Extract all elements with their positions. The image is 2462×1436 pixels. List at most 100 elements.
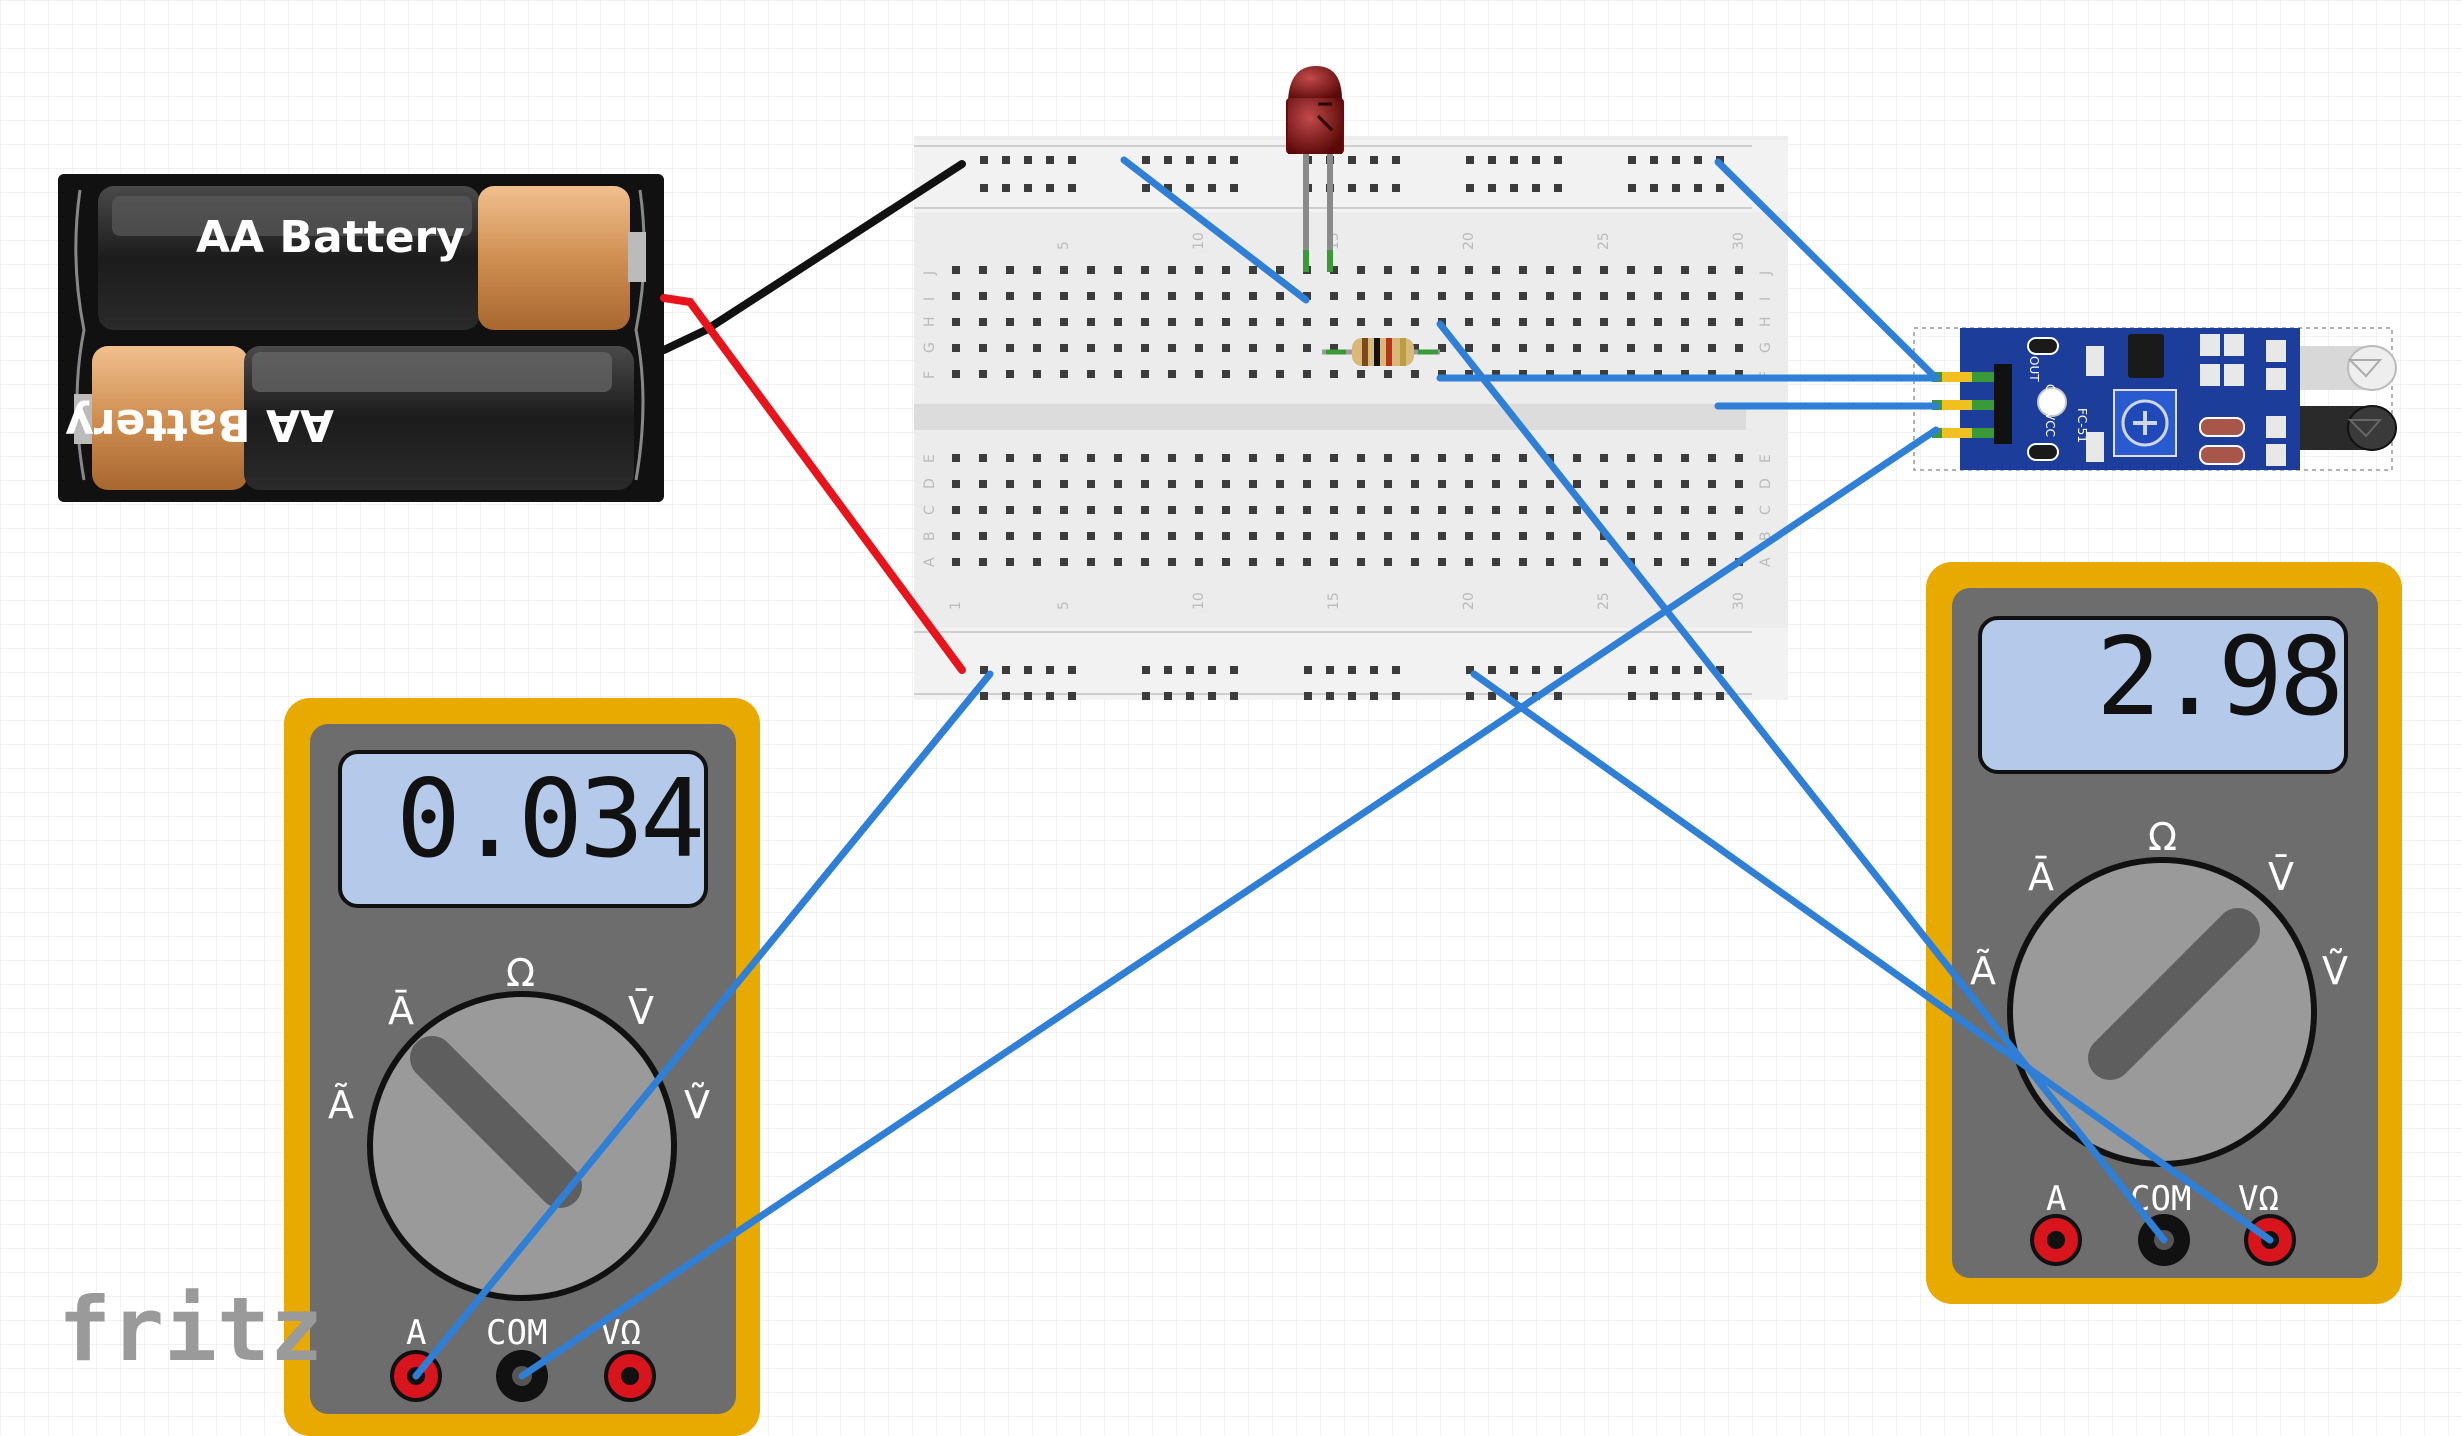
breadboard-hole[interactable] [1330, 480, 1338, 488]
breadboard-hole[interactable] [1465, 480, 1473, 488]
breadboard-hole[interactable] [1068, 692, 1076, 700]
breadboard-hole[interactable] [1330, 292, 1338, 300]
resistor[interactable] [1322, 338, 1440, 366]
breadboard-hole[interactable] [1168, 292, 1176, 300]
breadboard-hole[interactable] [1142, 156, 1150, 164]
breadboard-hole[interactable] [1141, 370, 1149, 378]
breadboard-hole[interactable] [1060, 532, 1068, 540]
breadboard-hole[interactable] [1546, 558, 1554, 566]
breadboard-hole[interactable] [1519, 454, 1527, 462]
breadboard-hole[interactable] [1303, 558, 1311, 566]
wire-rail-to-led[interactable] [1120, 156, 1310, 304]
multimeter-right[interactable]: 2.98 Ω Ā V̄ Ã Ṽ A COM VΩ [1926, 562, 2402, 1304]
breadboard-hole[interactable] [1114, 558, 1122, 566]
breadboard-hole[interactable] [979, 344, 987, 352]
breadboard-hole[interactable] [1087, 370, 1095, 378]
breadboard-hole[interactable] [1650, 156, 1658, 164]
breadboard-hole[interactable] [1488, 692, 1496, 700]
breadboard-hole[interactable] [1033, 454, 1041, 462]
breadboard-hole[interactable] [1708, 318, 1716, 326]
breadboard-hole[interactable] [1276, 506, 1284, 514]
breadboard-hole[interactable] [1357, 506, 1365, 514]
breadboard-hole[interactable] [1068, 156, 1076, 164]
breadboard-hole[interactable] [1249, 454, 1257, 462]
breadboard-hole[interactable] [1573, 506, 1581, 514]
breadboard-hole[interactable] [1708, 480, 1716, 488]
breadboard-hole[interactable] [1519, 266, 1527, 274]
breadboard-hole[interactable] [1142, 184, 1150, 192]
breadboard-hole[interactable] [1600, 454, 1608, 462]
breadboard-hole[interactable] [1370, 184, 1378, 192]
breadboard-hole[interactable] [1411, 318, 1419, 326]
breadboard-hole[interactable] [1716, 666, 1724, 674]
breadboard-hole[interactable] [1708, 370, 1716, 378]
breadboard-hole[interactable] [1249, 344, 1257, 352]
breadboard-hole[interactable] [1114, 480, 1122, 488]
breadboard-hole[interactable] [1672, 666, 1680, 674]
breadboard-hole[interactable] [1168, 454, 1176, 462]
breadboard-hole[interactable] [1488, 184, 1496, 192]
breadboard-hole[interactable] [1060, 344, 1068, 352]
wire-rail-to-right-vohm[interactable] [1470, 670, 2274, 1244]
breadboard-hole[interactable] [1492, 454, 1500, 462]
breadboard-hole[interactable] [1466, 184, 1474, 192]
breadboard-hole[interactable] [1672, 692, 1680, 700]
breadboard-hole[interactable] [1195, 532, 1203, 540]
breadboard-hole[interactable] [1465, 532, 1473, 540]
breadboard-hole[interactable] [1573, 266, 1581, 274]
breadboard-hole[interactable] [952, 558, 960, 566]
led-red[interactable] [1286, 66, 1344, 272]
breadboard-hole[interactable] [1357, 266, 1365, 274]
breadboard-hole[interactable] [1195, 480, 1203, 488]
breadboard-hole[interactable] [1114, 370, 1122, 378]
breadboard-hole[interactable] [1024, 666, 1032, 674]
breadboard-hole[interactable] [1628, 156, 1636, 164]
breadboard-hole[interactable] [1330, 344, 1338, 352]
breadboard-hole[interactable] [1654, 292, 1662, 300]
breadboard-hole[interactable] [1033, 266, 1041, 274]
breadboard-hole[interactable] [1465, 506, 1473, 514]
breadboard-hole[interactable] [1654, 506, 1662, 514]
breadboard-hole[interactable] [1546, 370, 1554, 378]
breadboard-hole[interactable] [1046, 184, 1054, 192]
breadboard-hole[interactable] [1142, 692, 1150, 700]
breadboard-hole[interactable] [1573, 318, 1581, 326]
breadboard-hole[interactable] [1519, 480, 1527, 488]
breadboard-hole[interactable] [1222, 266, 1230, 274]
breadboard-hole[interactable] [980, 692, 988, 700]
breadboard-hole[interactable] [1392, 156, 1400, 164]
breadboard-hole[interactable] [1006, 532, 1014, 540]
breadboard-hole[interactable] [1087, 344, 1095, 352]
breadboard-hole[interactable] [1465, 266, 1473, 274]
multimeter-left-dial-pointer[interactable] [410, 1036, 582, 1208]
breadboard-hole[interactable] [1411, 454, 1419, 462]
breadboard-hole[interactable] [1600, 266, 1608, 274]
breadboard-hole[interactable] [1627, 480, 1635, 488]
breadboard-hole[interactable] [1681, 506, 1689, 514]
breadboard-hole[interactable] [1654, 318, 1662, 326]
breadboard-hole[interactable] [1303, 344, 1311, 352]
breadboard-hole[interactable] [1033, 344, 1041, 352]
breadboard-hole[interactable] [979, 370, 987, 378]
breadboard-hole[interactable] [1222, 454, 1230, 462]
breadboard-hole[interactable] [1600, 292, 1608, 300]
breadboard-hole[interactable] [1006, 318, 1014, 326]
breadboard-hole[interactable] [1276, 292, 1284, 300]
breadboard-hole[interactable] [1411, 558, 1419, 566]
breadboard-hole[interactable] [1384, 558, 1392, 566]
breadboard-hole[interactable] [1033, 532, 1041, 540]
breadboard-hole[interactable] [1708, 292, 1716, 300]
breadboard-hole[interactable] [1195, 506, 1203, 514]
breadboard-hole[interactable] [1488, 156, 1496, 164]
breadboard-hole[interactable] [1694, 666, 1702, 674]
breadboard-hole[interactable] [1276, 370, 1284, 378]
breadboard-hole[interactable] [1573, 370, 1581, 378]
breadboard-hole[interactable] [1222, 292, 1230, 300]
breadboard-hole[interactable] [1222, 506, 1230, 514]
breadboard-hole[interactable] [1392, 184, 1400, 192]
breadboard-hole[interactable] [1249, 370, 1257, 378]
breadboard-hole[interactable] [1249, 532, 1257, 540]
breadboard-hole[interactable] [1303, 454, 1311, 462]
breadboard-hole[interactable] [1600, 370, 1608, 378]
breadboard-hole[interactable] [1600, 344, 1608, 352]
